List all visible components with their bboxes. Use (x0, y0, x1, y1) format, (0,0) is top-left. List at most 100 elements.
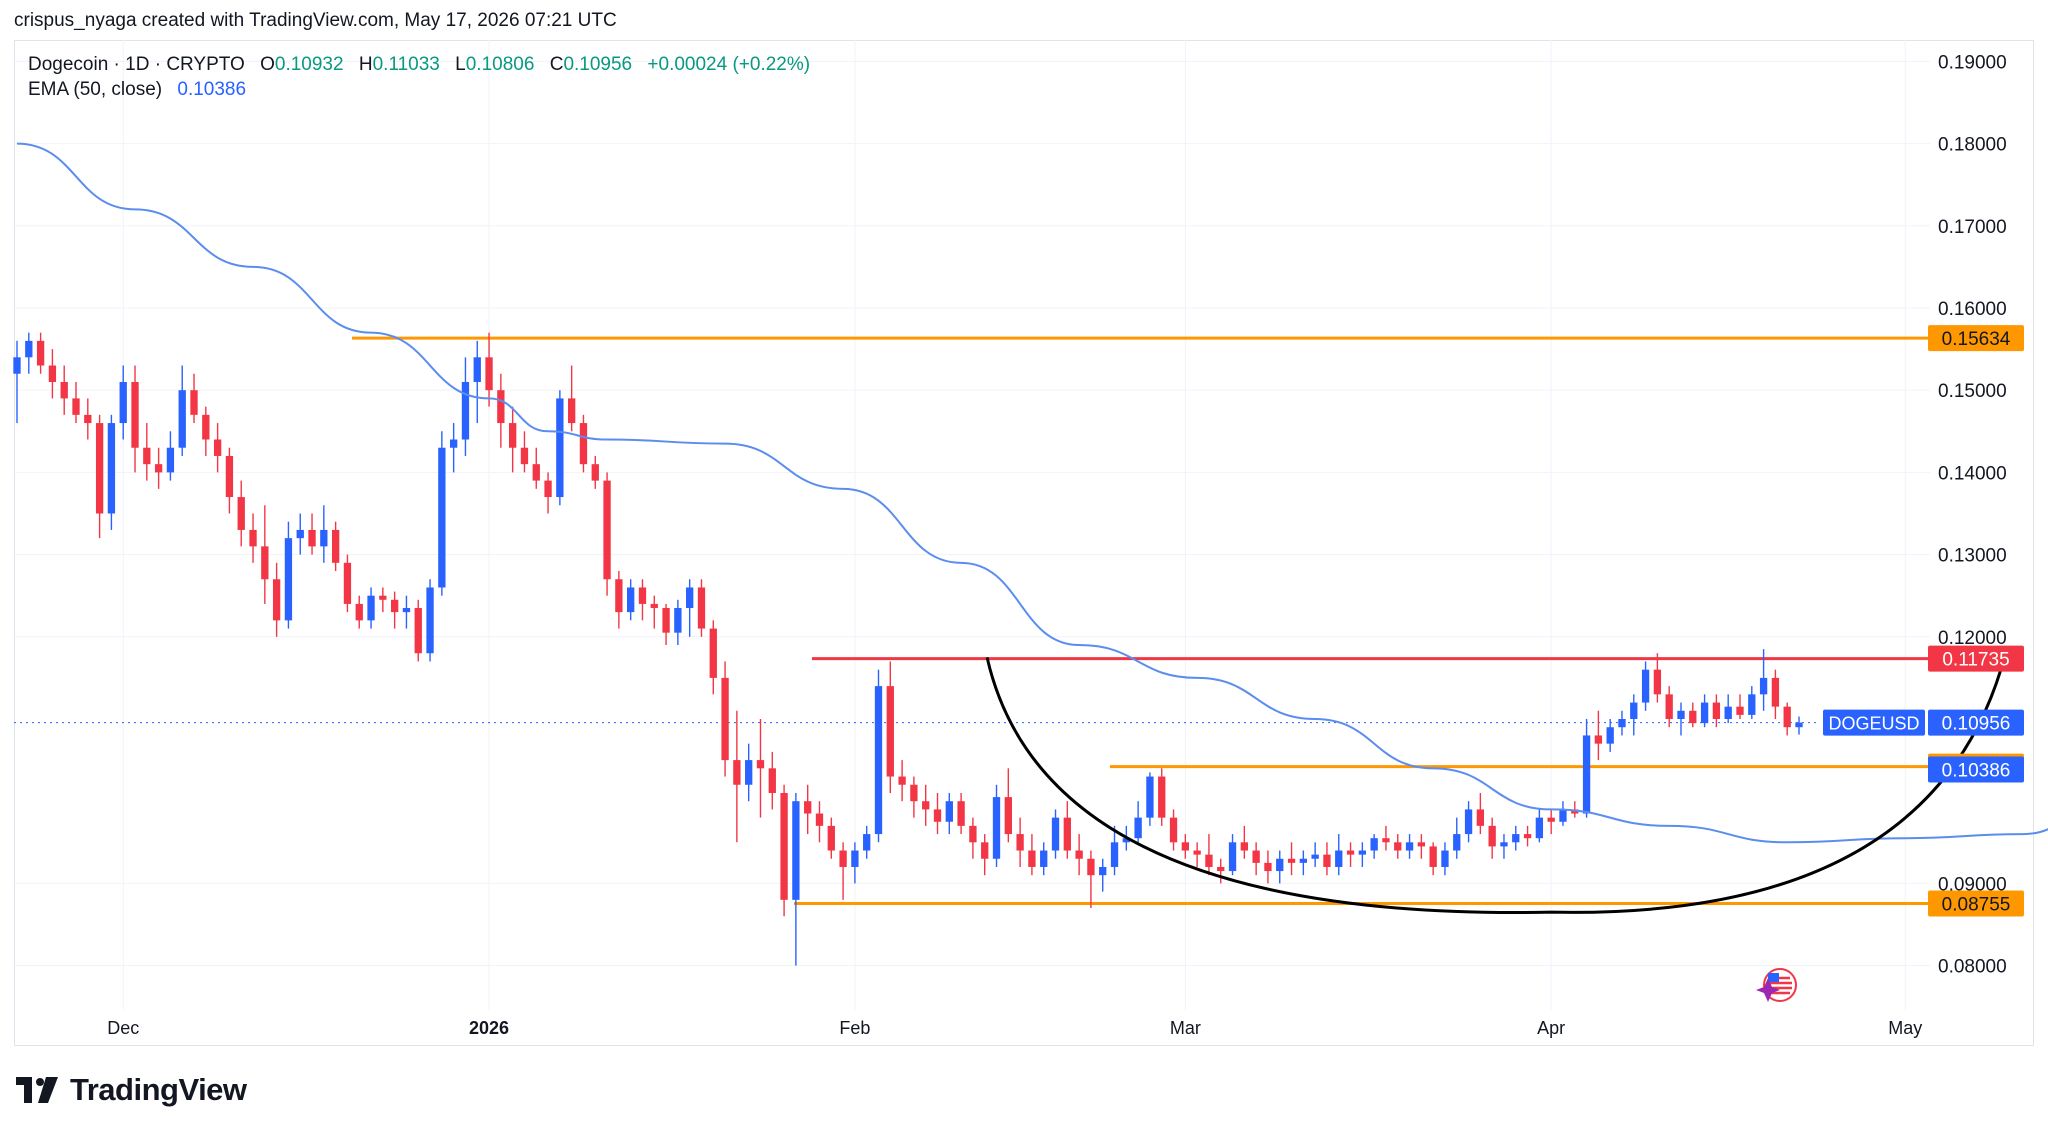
candle (1771, 669, 1780, 719)
candle-body (190, 390, 198, 415)
candle-body (768, 768, 776, 793)
open-value: 0.10932 (274, 54, 344, 75)
candle-body (202, 414, 210, 440)
candle-body (992, 797, 1001, 859)
candle-body (13, 357, 21, 374)
candle-body (390, 599, 399, 613)
candle-body (1346, 850, 1355, 855)
candle (674, 599, 682, 646)
candle-body (1453, 834, 1461, 851)
sparkle-icon (1756, 978, 1780, 1002)
candle (1370, 834, 1378, 859)
candle (1488, 817, 1496, 859)
candle (745, 743, 753, 802)
candle (1016, 817, 1024, 867)
candle-body (1405, 842, 1414, 851)
candle (508, 406, 517, 473)
candle (1429, 842, 1437, 876)
time-tick-label: Mar (1170, 1018, 1201, 1038)
candle (1311, 842, 1319, 867)
candle-body (851, 850, 859, 867)
candle (1712, 694, 1721, 728)
candle (60, 365, 68, 415)
candle-body (1783, 706, 1791, 728)
candle (733, 710, 741, 843)
candle-body (615, 579, 623, 613)
candle (1240, 825, 1248, 859)
candle-body (1512, 834, 1520, 843)
candle-body (603, 480, 611, 580)
change-value: +0.00024 (+0.22%) (647, 54, 811, 75)
candle (556, 390, 564, 506)
candle-body (863, 834, 871, 851)
candle (485, 332, 493, 407)
candle (473, 340, 481, 424)
last-price-tag-symbol-box (1823, 709, 1925, 736)
candle-body (1547, 817, 1555, 822)
candle (367, 587, 375, 629)
candle (1228, 834, 1237, 876)
candle (1028, 834, 1036, 876)
tradingview-logo-icon (16, 1077, 58, 1103)
candle (1748, 686, 1756, 719)
candle (48, 349, 57, 399)
candle-body (154, 464, 163, 473)
candle (438, 431, 446, 596)
candle (874, 669, 883, 843)
candle (568, 365, 576, 432)
horizontal-levels (352, 336, 1930, 906)
candle-body (1075, 850, 1083, 859)
candle-body (556, 398, 564, 498)
candle (1346, 842, 1355, 867)
candle-body (84, 414, 92, 424)
time-tick-label: Dec (107, 1018, 139, 1038)
candle (945, 792, 953, 835)
tradingview-logo[interactable]: TradingView (16, 1072, 247, 1108)
candle-body (1464, 809, 1473, 835)
candle-body (1051, 817, 1060, 851)
candle-body (568, 398, 576, 424)
candle-body (886, 686, 894, 777)
candle-body (166, 447, 175, 473)
candle-body (485, 357, 493, 391)
candle-body (320, 529, 328, 547)
candle-body (922, 801, 930, 810)
candle-body (1441, 850, 1449, 867)
candle-body (627, 587, 635, 613)
candle-body (969, 825, 977, 843)
candle (756, 719, 765, 818)
candle (355, 595, 363, 629)
candle (1323, 842, 1331, 876)
time-axis: Dec 2026 Feb Mar Apr May (107, 1018, 1922, 1038)
candle (579, 414, 588, 473)
candle-body (1559, 809, 1567, 822)
candle-body (1382, 838, 1390, 843)
candle (1724, 694, 1732, 724)
candle-body (780, 792, 788, 900)
ema-price-tag-value: 0.10386 (1942, 760, 2011, 781)
candle-body (544, 480, 552, 498)
candle (603, 472, 611, 596)
candle (839, 842, 847, 900)
low-value: 0.10806 (465, 54, 535, 75)
candle (1110, 825, 1119, 876)
chart-legend: Dogecoin · 1D · CRYPTO O0.10932 H0.11033… (28, 52, 810, 102)
candle-body (60, 381, 68, 399)
candle-body (1193, 850, 1201, 855)
candle (1559, 801, 1567, 826)
candle (1276, 850, 1284, 884)
candle-body (827, 825, 835, 851)
candle (1004, 768, 1012, 843)
candle (1665, 686, 1673, 728)
level-price-tag: 0.11735 (1928, 645, 2024, 672)
candle-body (426, 587, 434, 654)
last-price-tag-symbol: DOGEUSD (1828, 714, 1919, 734)
candle-body (1217, 866, 1225, 872)
candle (25, 332, 33, 374)
candle (1500, 834, 1508, 859)
candle-body (1689, 710, 1697, 724)
candle (107, 414, 116, 530)
candle (1535, 809, 1544, 843)
candle (426, 579, 434, 662)
